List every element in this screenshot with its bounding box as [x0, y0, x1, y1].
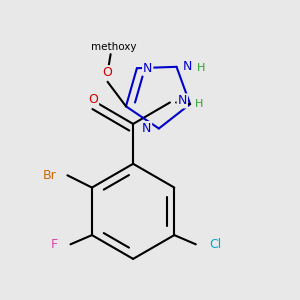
Text: N: N — [142, 122, 151, 135]
Text: O: O — [88, 93, 98, 106]
Text: N: N — [178, 94, 187, 107]
Text: N: N — [183, 60, 192, 73]
Text: F: F — [51, 238, 58, 251]
Text: Br: Br — [43, 169, 57, 182]
Text: Cl: Cl — [210, 238, 222, 251]
Text: N: N — [143, 62, 152, 75]
Text: H: H — [194, 99, 203, 109]
Text: H: H — [196, 63, 205, 74]
Text: methoxy: methoxy — [91, 41, 136, 52]
Text: O: O — [103, 66, 112, 79]
